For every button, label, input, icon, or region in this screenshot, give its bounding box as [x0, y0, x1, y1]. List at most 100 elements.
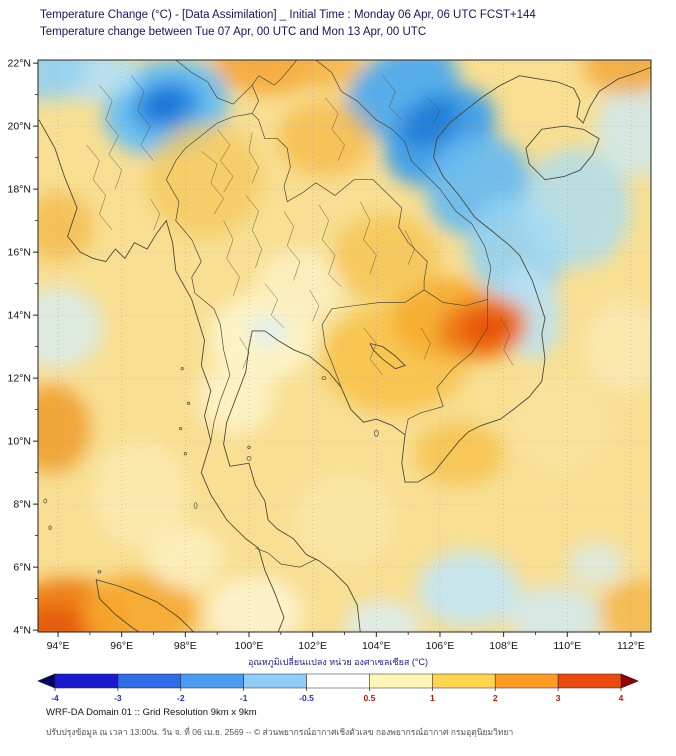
coastline-path	[95, 579, 195, 632]
province-border-path	[360, 201, 377, 275]
island-outline	[97, 570, 102, 574]
colorbar-right-arrow	[620, 673, 639, 689]
province-border-path	[223, 220, 240, 297]
country-border-path	[423, 289, 488, 307]
colorbar-segment	[369, 673, 433, 689]
y-tick-label: 8°N	[13, 499, 31, 511]
colorbar-tick-label: 4	[619, 693, 624, 703]
island-outline	[193, 502, 198, 510]
colorbar-canvas: -4 -3 -2 -1 -0.5 0.5 1 2 3 4	[37, 673, 639, 703]
footer-credit-text: ปรับปรุงข้อมูล ณ เวลา 13:00น. วัน จ. ที่…	[46, 727, 514, 737]
province-border-path	[245, 195, 262, 268]
footer-domain-text: WRF-DA Domain 01 :: Grid Resolution 9km …	[46, 707, 257, 718]
country-border-path	[404, 299, 489, 435]
province-border-path	[248, 132, 259, 183]
province-border-path	[283, 211, 301, 281]
plot-area	[38, 60, 651, 632]
x-tick-label: 94°E	[47, 640, 70, 652]
province-border-path	[239, 337, 250, 369]
colorbar-tick-label: -0.5	[299, 693, 314, 703]
province-border-path	[150, 198, 161, 231]
island-outline	[43, 498, 48, 504]
island-outline	[183, 452, 187, 456]
colorbar-tick-label: 3	[556, 693, 561, 703]
province-border-path	[217, 129, 234, 193]
y-tick-label: 20°N	[8, 121, 31, 133]
province-border-path	[500, 318, 514, 366]
y-tick-label: 4°N	[13, 625, 31, 637]
coastline-path	[223, 66, 651, 632]
colorbar-segment	[557, 673, 622, 689]
country-border-path	[255, 547, 317, 568]
y-tick-label: 10°N	[8, 436, 31, 448]
province-border-path	[201, 151, 224, 215]
colorbar-segment	[432, 673, 496, 689]
x-tick-label: 102°E	[298, 640, 327, 652]
colorbar-segment	[494, 673, 559, 689]
x-tick-label: 106°E	[426, 640, 455, 652]
y-tick-label: 16°N	[8, 247, 31, 259]
x-tick-label: 112°E	[617, 640, 645, 652]
x-tick-label: 104°E	[362, 640, 391, 652]
colorbar-tick-label: 1	[430, 693, 435, 703]
colorbar-title: อุณหภูมิเปลี่ยนแปลง หน่วย องศาเซลเซียส (…	[248, 657, 428, 667]
island-outline	[246, 456, 252, 461]
colorbar-segment	[243, 673, 307, 689]
y-tick-label: 18°N	[8, 184, 31, 196]
colorbar-segment	[306, 673, 370, 689]
colorbar-tick-label: 2	[493, 693, 498, 703]
colorbar-tick-label: -1	[240, 693, 248, 703]
chart-title-line2: Temperature change between Tue 07 Apr, 0…	[40, 26, 427, 38]
y-tick-label: 22°N	[8, 58, 31, 70]
colorbar-tick-label: -4	[51, 693, 59, 703]
temperature-field	[38, 60, 651, 632]
chart-header: Temperature Change (°C) - [Data Assimila…	[40, 7, 536, 41]
country-border-path	[251, 85, 259, 114]
colorbar-segment	[180, 673, 244, 689]
province-border-path	[382, 75, 402, 120]
country-border-path	[315, 60, 492, 300]
colorbar-tick-label: -3	[114, 693, 122, 703]
y-tick-label: 12°N	[8, 373, 31, 385]
province-border-path	[309, 289, 320, 322]
coastline-path	[369, 343, 406, 370]
colorbar-tick-label: 0.5	[364, 693, 376, 703]
province-border-path	[99, 85, 122, 190]
country-border-path	[321, 289, 425, 388]
grid-lines	[38, 60, 651, 632]
island-outline	[247, 445, 251, 450]
province-border-path	[131, 75, 154, 161]
province-border-path	[325, 97, 345, 161]
coastline-path	[38, 119, 285, 632]
island-outline	[373, 429, 379, 437]
province-border-path	[318, 204, 342, 287]
colorbar-segment	[54, 673, 119, 689]
coastline-path	[525, 125, 600, 181]
island-outline	[179, 426, 183, 431]
x-tick-label: 98°E	[174, 640, 197, 652]
island-outline	[48, 525, 52, 530]
colorbar-segment	[117, 673, 182, 689]
island-outline	[321, 376, 327, 380]
island-outline	[180, 367, 184, 371]
geography-layer	[38, 60, 651, 632]
province-border-path	[86, 144, 113, 231]
x-tick-label: 108°E	[489, 640, 518, 652]
province-border-path	[363, 327, 383, 376]
province-border-path	[264, 283, 285, 328]
colorbar-left-arrow	[37, 673, 56, 689]
country-border-path	[165, 113, 428, 290]
y-tick-label: 6°N	[13, 562, 31, 574]
chart-title-line1: Temperature Change (°C) - [Data Assimila…	[40, 9, 536, 21]
province-border-path	[427, 97, 441, 124]
x-tick-label: 110°E	[553, 640, 581, 652]
province-border-path	[420, 327, 431, 360]
map-canvas: 94°E 96°E 98°E 100°E 102°E 104°E 106°E 108°E 110…	[8, 58, 652, 652]
country-border-path	[175, 60, 298, 105]
colorbar-tick-label: -2	[177, 693, 185, 703]
y-axis: 22°N 20°N 18°N 16°N 14°N 12°N 10°N 8°N 6°N 4°N	[8, 58, 38, 637]
y-tick-label: 14°N	[8, 310, 31, 322]
x-axis: 94°E 96°E 98°E 100°E 102°E 104°E 106°E 108°E 110…	[47, 632, 645, 652]
country-border-path	[165, 179, 231, 442]
